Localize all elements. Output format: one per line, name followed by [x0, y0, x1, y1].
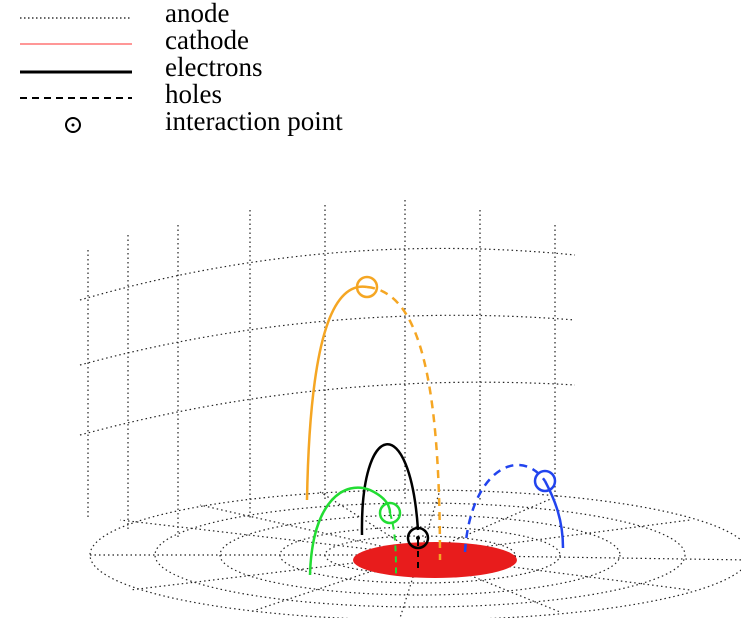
legend-label: electrons [165, 52, 262, 82]
interaction-swatch-dot [72, 124, 75, 127]
legend-label: interaction point [165, 106, 343, 136]
hole-path [367, 287, 440, 560]
back-wall-grid [80, 200, 575, 540]
interaction-point-dot [416, 536, 420, 540]
electron-path [307, 287, 367, 500]
legend-label: anode [165, 0, 229, 28]
legend: anode cathode electrons holes interactio… [20, 0, 343, 136]
legend-label: holes [165, 79, 222, 109]
cathode-area [353, 542, 517, 578]
diagram: anode cathode electrons holes interactio… [0, 0, 741, 618]
legend-label: cathode [165, 25, 249, 55]
